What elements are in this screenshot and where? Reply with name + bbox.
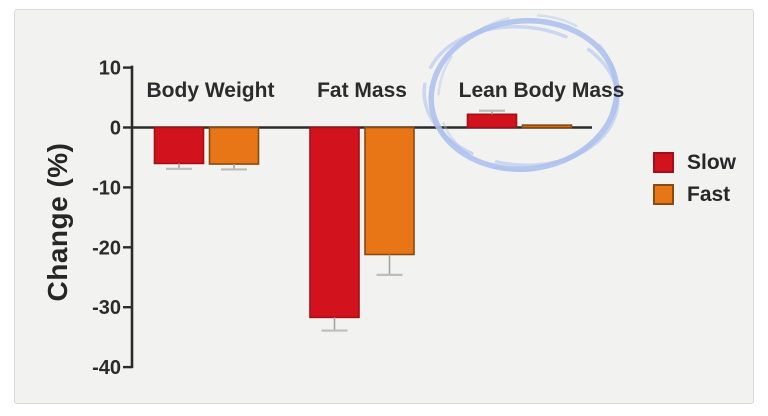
legend-label-slow: Slow <box>687 151 737 174</box>
y-axis-title: Change (%) <box>42 142 73 302</box>
legend-label-fast: Fast <box>687 183 731 206</box>
legend-item-slow: Slow <box>653 152 736 173</box>
legend-swatch-fast <box>653 184 674 205</box>
legend-swatch-slow <box>653 152 674 173</box>
legend-item-fast: Fast <box>653 184 736 205</box>
legend: Slow Fast <box>653 152 736 205</box>
chart-panel <box>14 9 754 404</box>
